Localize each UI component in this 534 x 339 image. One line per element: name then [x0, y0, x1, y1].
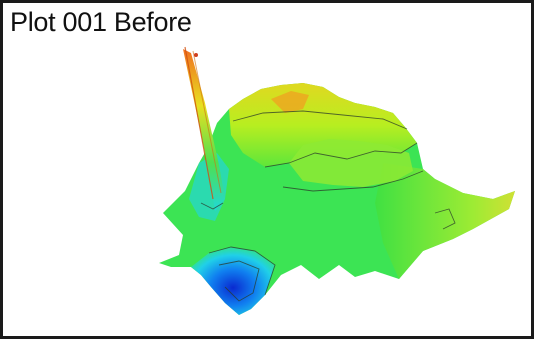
- surface-low-basin: [191, 247, 275, 315]
- surface-mound: [289, 139, 413, 187]
- contour-lines: [200, 110, 456, 302]
- surface-spike: [183, 49, 225, 211]
- surface-right-lobe: [375, 163, 515, 279]
- plot-title: Plot 001 Before: [10, 7, 192, 37]
- surface-hot-spot: [271, 91, 309, 113]
- surface-plot: [159, 46, 515, 315]
